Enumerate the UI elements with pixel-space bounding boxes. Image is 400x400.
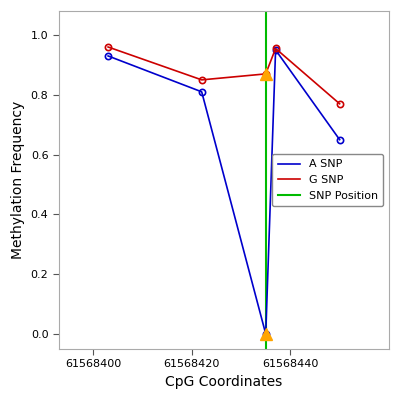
X-axis label: CpG Coordinates: CpG Coordinates: [165, 375, 282, 389]
Y-axis label: Methylation Frequency: Methylation Frequency: [11, 101, 25, 259]
Legend: A SNP, G SNP, SNP Position: A SNP, G SNP, SNP Position: [272, 154, 383, 206]
